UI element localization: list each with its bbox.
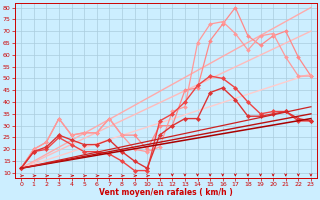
X-axis label: Vent moyen/en rafales ( km/h ): Vent moyen/en rafales ( km/h ) [99,188,233,197]
